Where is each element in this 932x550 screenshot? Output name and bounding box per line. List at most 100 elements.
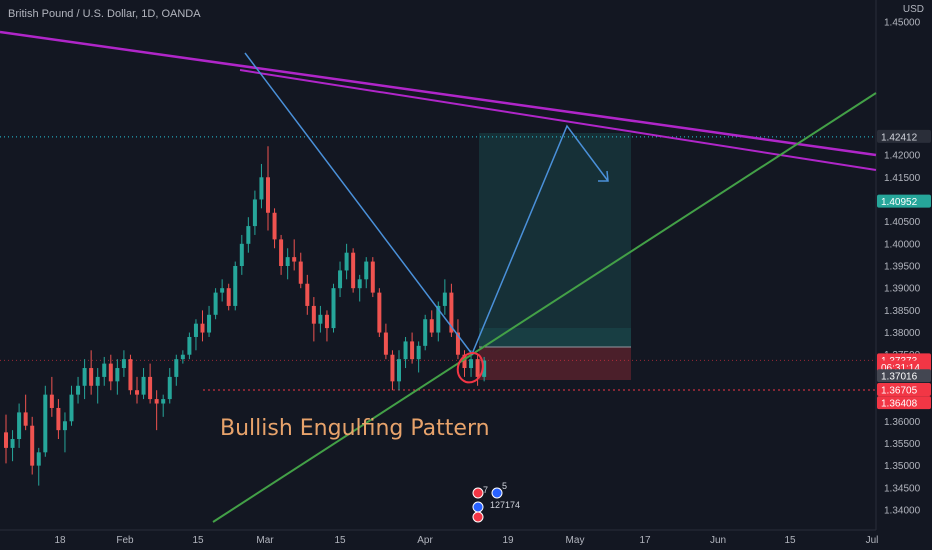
candle-body [200, 323, 205, 333]
candle-body [220, 288, 225, 293]
price-tag: 1.40952 [877, 194, 931, 208]
price-tag-label: 06:31:14 [881, 363, 920, 374]
price-tag: 1.42412 [877, 129, 931, 143]
y-tick-label: 1.42000 [884, 151, 921, 162]
candle [298, 252, 303, 289]
candle [364, 257, 369, 289]
candle [311, 297, 316, 342]
candle-body [135, 390, 139, 395]
x-tick-label: May [566, 535, 585, 546]
x-tick-label: 19 [502, 535, 514, 546]
x-tick-label: Jun [710, 535, 726, 546]
candle-body [285, 257, 290, 266]
candle [233, 261, 238, 311]
x-tick-label: Jul [866, 535, 879, 546]
candle [141, 368, 146, 400]
candle [62, 412, 67, 453]
candle [121, 350, 126, 377]
candle-body [49, 394, 54, 408]
candle [82, 359, 87, 400]
candle-body [246, 226, 251, 244]
y-tick-label: 1.41500 [884, 173, 921, 184]
candle-body [377, 292, 382, 333]
event-flag-icon [472, 511, 484, 523]
candle-body [239, 243, 244, 266]
candle-body [36, 452, 41, 466]
candle [324, 310, 329, 342]
candle-body [95, 376, 100, 386]
candle [377, 288, 382, 337]
candle [154, 390, 159, 431]
x-tick-label: Apr [417, 535, 433, 546]
candle [259, 163, 264, 209]
candle-body [82, 368, 87, 386]
candle-body [311, 305, 316, 324]
candle [397, 350, 401, 391]
candle [148, 363, 153, 404]
candle [193, 319, 198, 351]
projection-arrowhead [598, 170, 609, 182]
candle-body [436, 305, 441, 333]
candle-body [62, 421, 67, 431]
price-tag-bg [877, 129, 931, 143]
candle-body [4, 432, 8, 448]
candle-body [475, 359, 480, 377]
price-tag-bg [877, 396, 931, 410]
x-tick-label: 15 [334, 535, 346, 546]
price-tag-label: 1.36408 [881, 399, 918, 410]
candle [449, 283, 454, 337]
candle [30, 416, 35, 475]
candle [76, 376, 81, 404]
candle-body [17, 412, 22, 440]
y-tick-label: 1.36000 [884, 417, 921, 428]
candle-body [469, 359, 474, 369]
candle [56, 399, 61, 440]
ascending-trendline [212, 92, 877, 523]
event-flag-icon [472, 501, 484, 513]
candle-body [121, 359, 126, 369]
price-tag-label: 1.37016 [881, 372, 918, 383]
y-tick-label: 1.34000 [884, 506, 921, 517]
event-flag-icon [472, 487, 484, 499]
y-tick-label: 1.35500 [884, 439, 921, 450]
candle-body [370, 261, 375, 293]
chart-title: British Pound / U.S. Dollar, 1D, OANDA [8, 8, 201, 20]
candle-body [351, 252, 356, 289]
candle-body [298, 261, 303, 284]
candle [279, 234, 284, 275]
stop-zone [479, 347, 631, 380]
y-tick-label: 1.40500 [884, 217, 921, 228]
candle-body [429, 319, 434, 333]
candle [331, 283, 336, 333]
candle [43, 385, 48, 457]
candle [272, 208, 277, 249]
candle [252, 190, 257, 235]
candle-body [390, 354, 395, 382]
candle [246, 217, 251, 253]
candle-body [279, 239, 284, 266]
candle [475, 354, 480, 386]
candle [161, 394, 166, 417]
candle [383, 323, 388, 360]
candle [357, 274, 362, 302]
price-unit: USD [902, 4, 924, 15]
candle [49, 376, 54, 417]
price-tag: 1.36408 [877, 396, 931, 410]
y-tick-label: 1.38500 [884, 306, 921, 317]
x-tick-label: 17 [639, 535, 651, 546]
candle-body [56, 407, 61, 431]
candle-body [10, 439, 15, 448]
candle-body [449, 292, 454, 333]
candle-body [108, 363, 113, 382]
candle-body [442, 292, 447, 306]
candle [416, 341, 421, 373]
candle [318, 305, 323, 333]
x-tick-label: Mar [256, 535, 274, 546]
candle-body [344, 252, 349, 271]
candle-body [462, 354, 467, 369]
candle [285, 248, 290, 280]
candle-body [266, 177, 270, 213]
candle-body [193, 323, 198, 337]
candle [226, 283, 231, 311]
